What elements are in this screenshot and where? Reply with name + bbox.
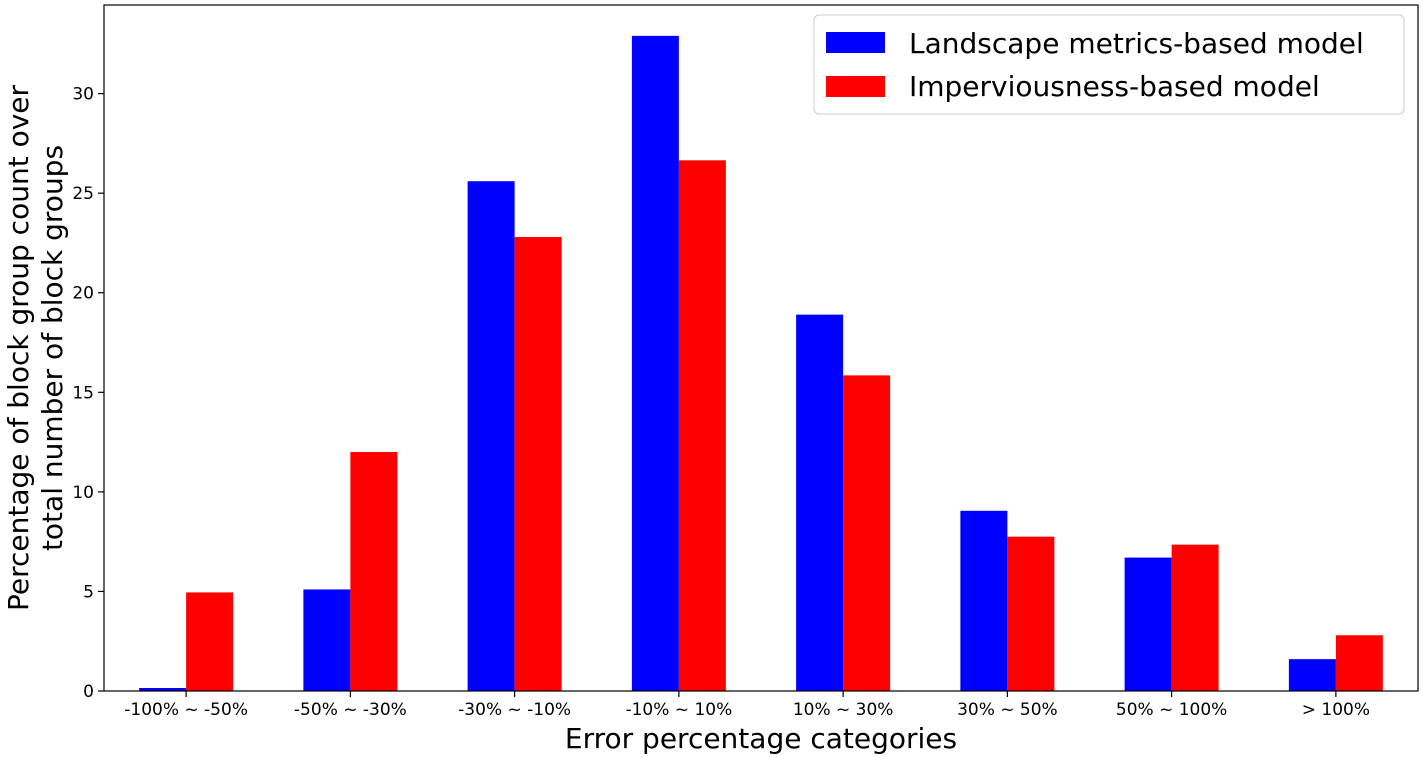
legend-label-imperviousness: Imperviousness-based model [909,70,1320,103]
legend: Landscape metrics-based model Impervious… [813,14,1405,115]
legend-label-landscape: Landscape metrics-based model [909,27,1364,60]
y-tick-label: 0 [83,682,94,702]
bar-imperviousness-4 [843,375,891,691]
bar-imperviousness-3 [678,160,726,692]
y-tick-label: 10 [72,483,94,503]
x-tick-label: 50% ~ 100% [1116,700,1227,720]
y-axis-label-line-1: Percentage of block group count over [2,84,35,611]
bar-landscape-5 [960,510,1008,691]
y-tick-label: 5 [83,582,94,602]
bar-landscape-1 [303,589,351,691]
x-tick-label: 30% ~ 50% [957,700,1058,720]
legend-frame [813,14,1405,115]
x-tick-label: 10% ~ 30% [793,700,894,720]
bar-landscape-3 [631,35,679,692]
bar-imperviousness-6 [1171,544,1219,691]
plot-frame [103,4,1419,692]
legend-swatch-imperviousness [826,76,885,97]
x-tick-label: > 100% [1302,700,1370,720]
bar-landscape-6 [1124,557,1172,691]
x-tick-label: -10% ~ 10% [625,700,732,720]
bar-landscape-4 [796,314,844,691]
y-tick-label: 20 [72,284,94,304]
bar-imperviousness-0 [186,592,234,691]
bar-imperviousness-1 [350,452,398,691]
bar-landscape-2 [467,181,515,692]
x-axis-label: Error percentage categories [565,722,957,755]
y-tick-label: 25 [72,184,94,204]
y-axis-label-line-2: total number of block groups [36,145,69,551]
bar-imperviousness-2 [514,236,562,692]
x-tick-label: -30% ~ -10% [458,700,571,720]
bar-imperviousness-5 [1007,536,1055,691]
bar-landscape-0 [139,688,187,691]
x-tick-label: -100% ~ -50% [124,700,248,720]
x-tick-label: -50% ~ -30% [294,700,407,720]
legend-swatch-landscape [826,32,885,53]
bar-landscape-7 [1288,659,1336,691]
y-tick-label: 15 [72,383,94,403]
axes-group: 0 5 10 15 20 25 30 -100% ~ -50% -50% ~ -30% -30% … [72,4,1419,720]
bar-imperviousness-7 [1335,635,1383,691]
bars-group [139,35,1383,692]
y-tick-label: 30 [72,85,94,105]
